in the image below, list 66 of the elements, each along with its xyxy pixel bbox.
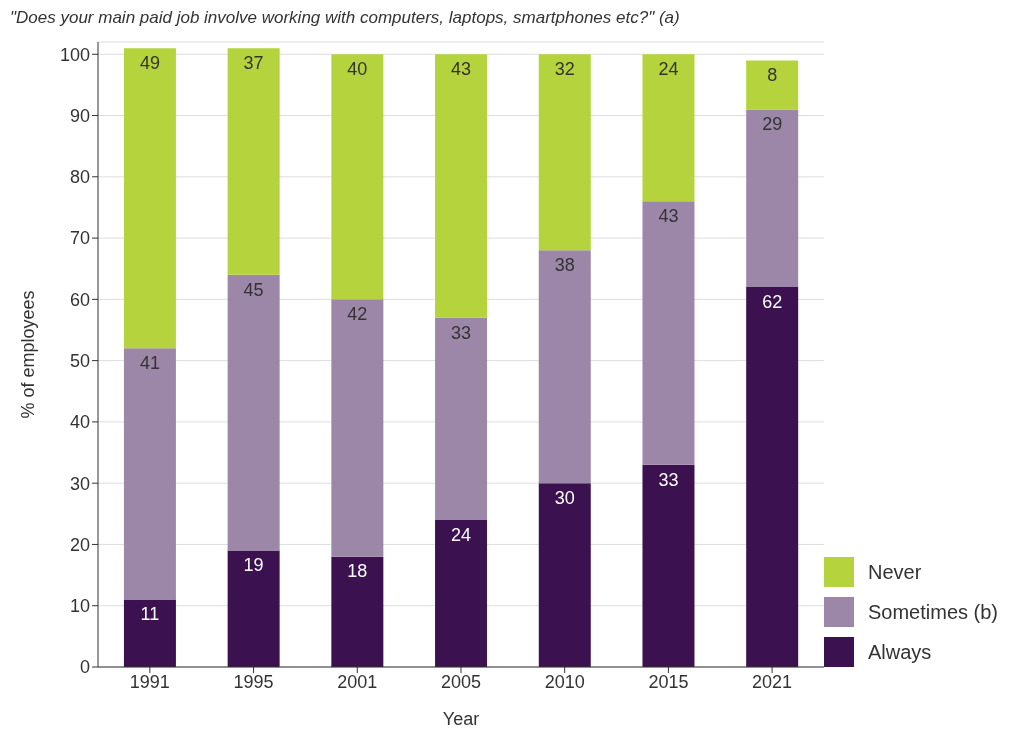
data-label: 43 — [658, 206, 679, 227]
data-label: 19 — [243, 555, 264, 576]
x-tick-label: 2015 — [648, 671, 689, 692]
y-tick-label: 40 — [69, 412, 90, 433]
bar — [746, 287, 799, 667]
data-label: 18 — [347, 561, 368, 582]
legend-label: Never — [867, 560, 922, 584]
bar — [227, 550, 280, 667]
bar — [746, 60, 799, 110]
bar — [642, 464, 695, 667]
data-label: 37 — [243, 52, 264, 73]
bar — [435, 519, 488, 667]
y-tick-label: 70 — [69, 228, 90, 249]
bar — [123, 599, 176, 667]
x-tick-label: 2001 — [337, 671, 378, 692]
data-label: 8 — [767, 65, 778, 86]
data-label: 49 — [139, 52, 160, 73]
data-label: 45 — [243, 279, 264, 300]
y-tick-label: 20 — [69, 534, 90, 555]
data-label: 38 — [554, 255, 575, 276]
y-tick-label: 0 — [79, 657, 90, 678]
y-tick-label: 80 — [69, 167, 90, 188]
x-tick-label: 2005 — [440, 671, 482, 692]
bar — [538, 250, 591, 484]
y-tick-label: 90 — [69, 105, 90, 126]
x-tick-label: 1991 — [129, 671, 170, 692]
y-tick-label: 10 — [69, 596, 90, 617]
data-label: 24 — [658, 59, 679, 80]
y-tick-label: 60 — [69, 289, 90, 310]
data-label: 41 — [139, 353, 160, 374]
bar — [123, 348, 176, 600]
bar — [331, 54, 384, 300]
data-label: 29 — [762, 114, 783, 135]
bar — [227, 48, 280, 275]
chart-title: "Does your main paid job involve working with computers, laptops, smartphones etc?" (a) — [10, 8, 681, 28]
legend-label: Always — [867, 640, 932, 664]
bar — [435, 317, 488, 520]
bar — [746, 109, 799, 288]
data-label: 33 — [451, 322, 472, 343]
x-tick-label: 2010 — [544, 671, 585, 692]
bar — [331, 556, 384, 667]
bar — [123, 48, 176, 349]
x-tick-label: 2021 — [752, 671, 793, 692]
bar — [435, 54, 488, 318]
data-label: 30 — [554, 487, 575, 508]
bar — [642, 201, 695, 465]
data-label: 11 — [140, 604, 160, 625]
y-tick-label: 30 — [69, 473, 90, 494]
data-label: 43 — [451, 59, 472, 80]
data-label: 40 — [347, 59, 368, 80]
data-label: 62 — [762, 291, 783, 312]
y-axis-title: % of employees — [18, 290, 39, 419]
bar — [538, 54, 591, 251]
data-label: 24 — [451, 524, 472, 545]
data-label: 42 — [347, 304, 368, 325]
bar — [227, 274, 280, 551]
x-tick-label: 1995 — [233, 671, 274, 692]
data-label: 32 — [554, 59, 575, 80]
y-tick-label: 100 — [59, 44, 90, 65]
y-tick-label: 50 — [69, 351, 90, 372]
bar — [642, 54, 695, 202]
legend-label: Sometimes (b) — [867, 600, 998, 624]
x-axis-title: Year — [442, 709, 480, 729]
data-label: 33 — [658, 469, 679, 490]
bar — [538, 483, 591, 667]
bar — [331, 299, 384, 557]
